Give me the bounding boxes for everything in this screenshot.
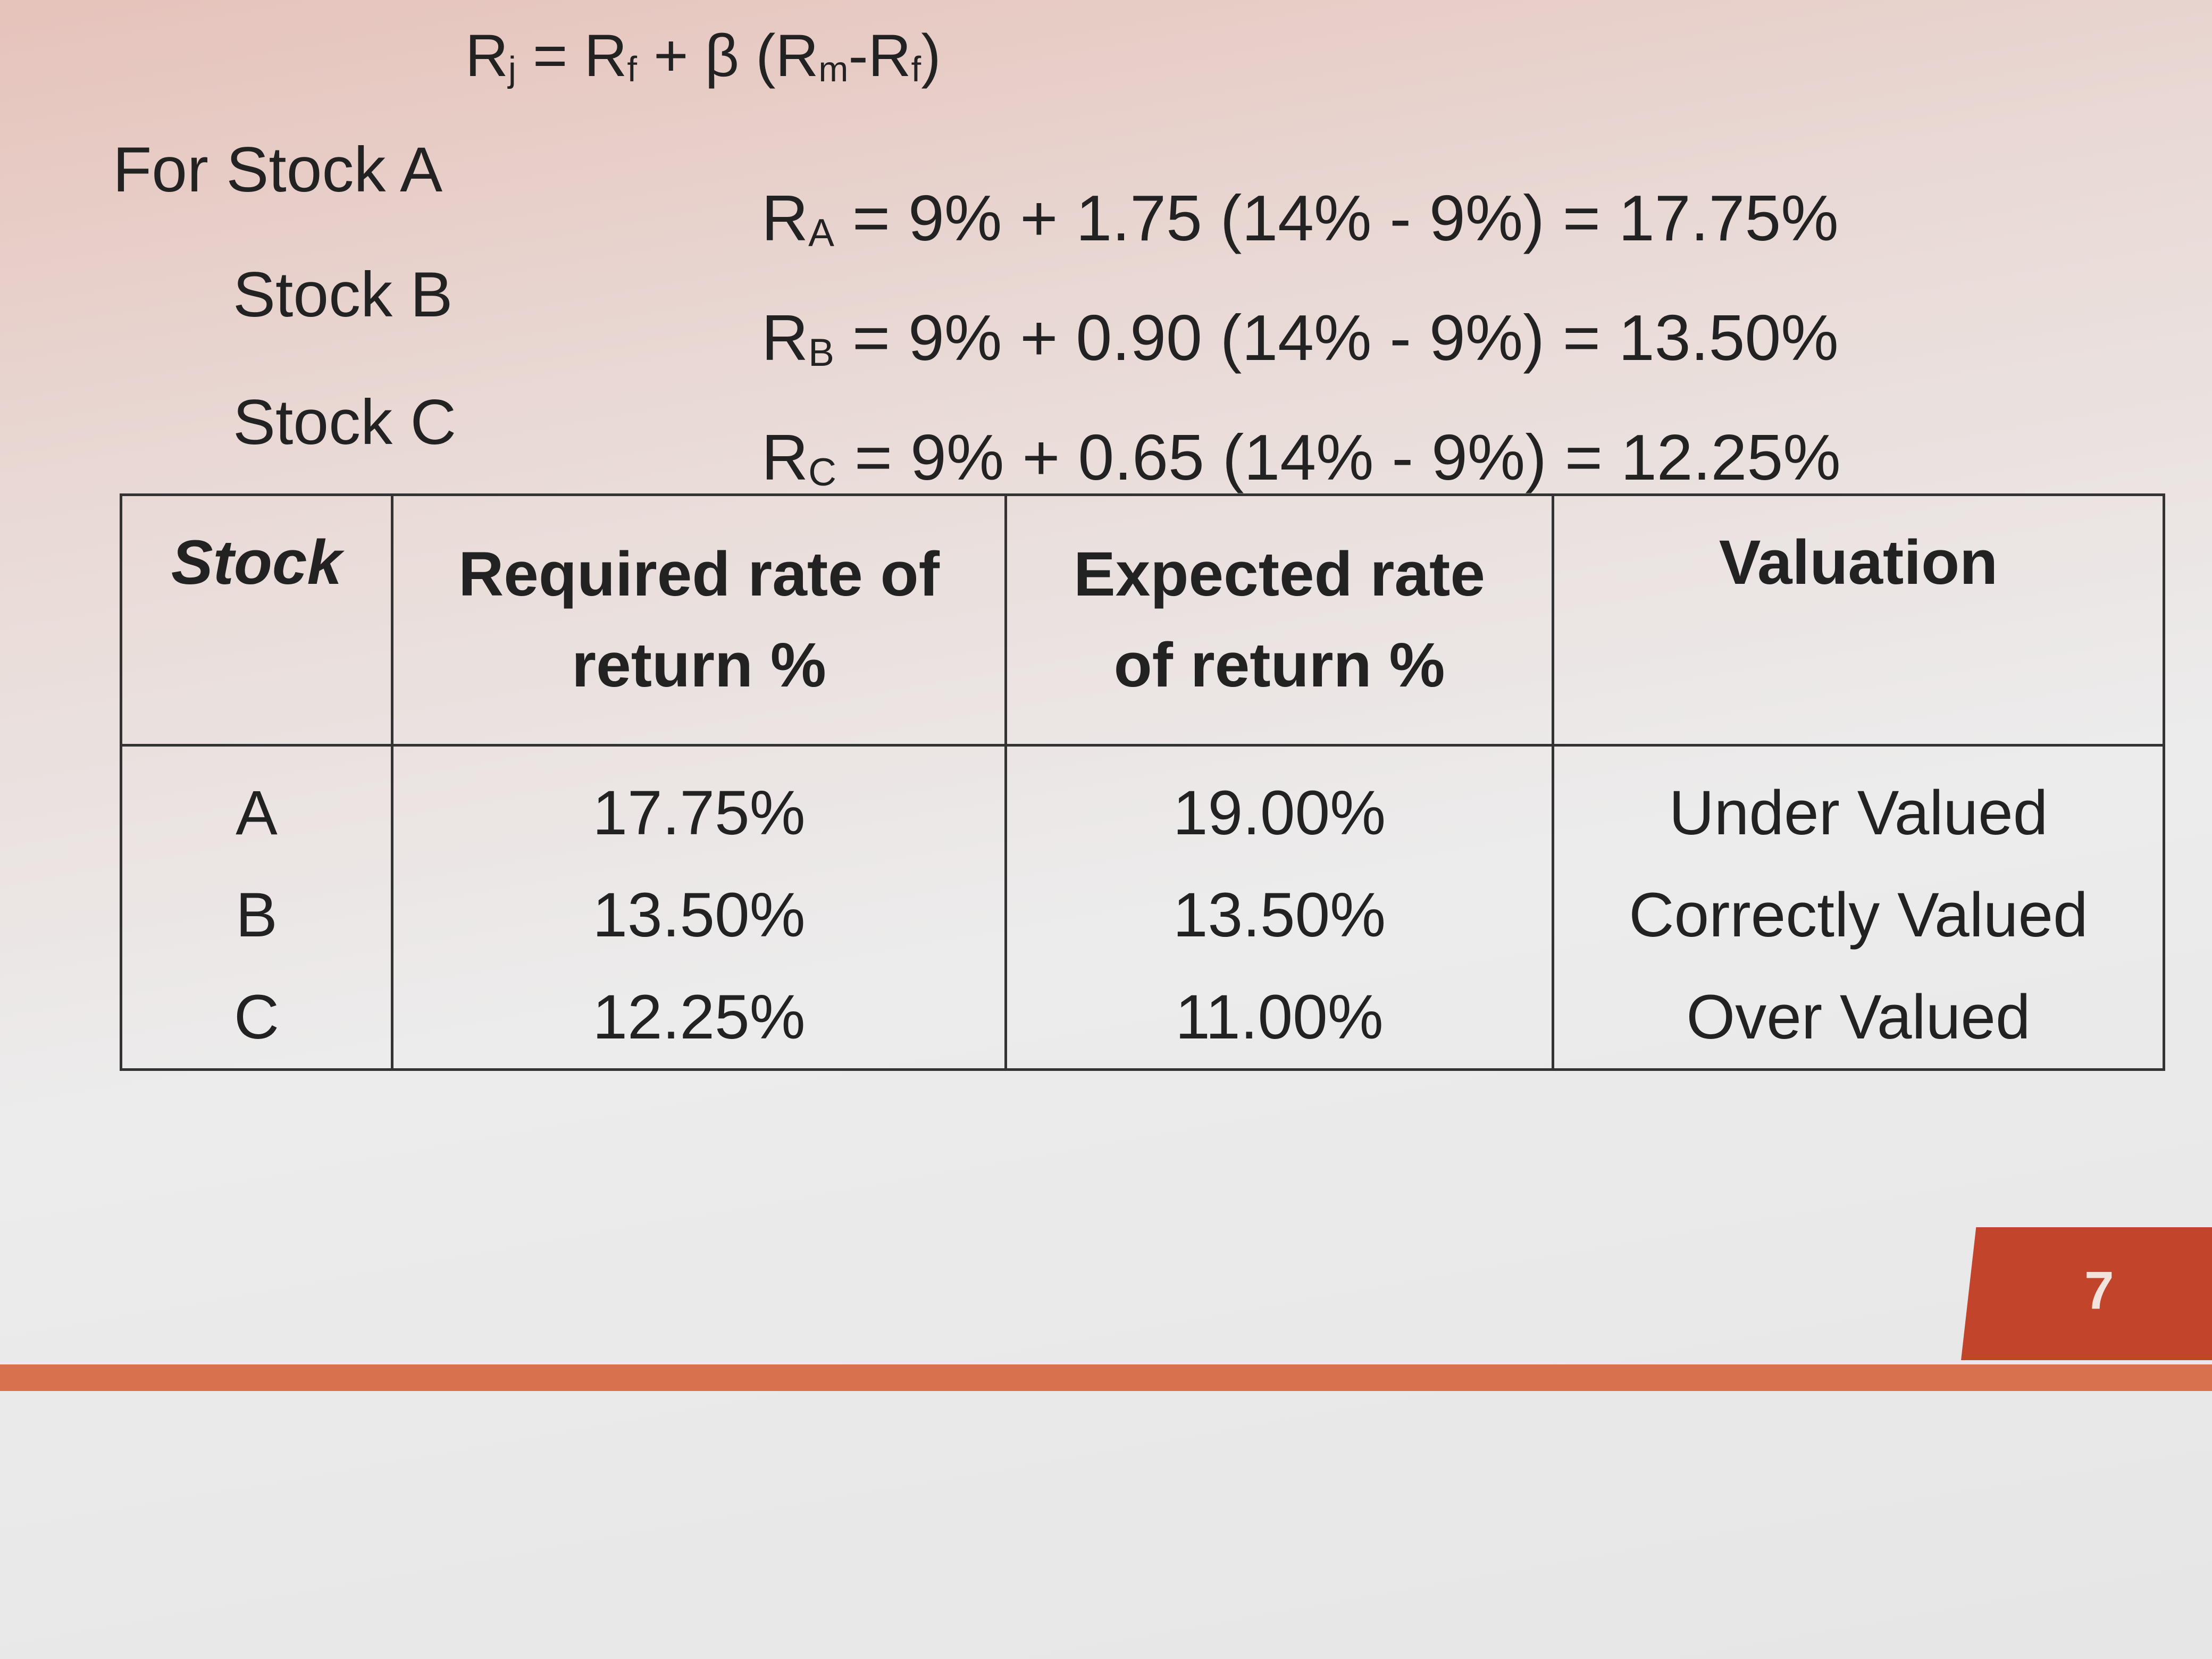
table-cell: Correctly Valued <box>1552 864 2165 966</box>
table-row: B 13.50% 13.50% Correctly Valued <box>120 864 2165 966</box>
header-cell: Required rate of return % <box>391 493 1007 747</box>
header-row: Stock Required rate of return % Expected r… <box>120 493 2165 747</box>
footer-bar <box>0 1364 2212 1391</box>
table-cell: 12.25% <box>391 966 1007 1071</box>
header-cell: Expected rate of return % <box>1004 493 1554 747</box>
table-cell: Under Valued <box>1552 744 2165 864</box>
expression: = 9% + 0.90 (14% - 9%) = 13.50% <box>852 301 1839 374</box>
table-cell: C <box>120 966 393 1071</box>
calc-label: For Stock A <box>113 134 443 205</box>
table-cell: Over Valued <box>1552 966 2165 1071</box>
formula-sub: m <box>818 49 849 90</box>
calc-label: Stock C <box>233 387 457 458</box>
formula-sub: j <box>508 49 516 90</box>
subscript: C <box>808 450 836 494</box>
formula-part: -R <box>848 22 911 89</box>
formula-part: + β (R <box>637 22 819 89</box>
symbol: R <box>761 301 809 374</box>
formula-part: = R <box>516 22 627 89</box>
table-cell: 13.50% <box>391 864 1007 966</box>
page-number: 7 <box>2084 1261 2114 1320</box>
formula-part: ) <box>921 22 941 89</box>
table-cell: 11.00% <box>1004 966 1554 1071</box>
table-cell: 19.00% <box>1004 744 1554 864</box>
symbol: R <box>761 182 809 254</box>
subscript: A <box>808 211 834 255</box>
expression: = 9% + 0.65 (14% - 9%) = 12.25% <box>854 421 1841 493</box>
page-number-box <box>1961 1227 2212 1360</box>
table-cell: A <box>120 744 393 864</box>
formula: Rj = Rf + β (Rm-Rf) <box>465 21 941 90</box>
formula-sub: f <box>911 49 921 90</box>
symbol: R <box>761 421 809 493</box>
table-cell: 17.75% <box>391 744 1007 864</box>
table-body: A 17.75% 19.00% Under Valued B 13.50% 13.50% Co… <box>120 744 2165 1071</box>
formula-part: R <box>465 22 508 89</box>
calc-equation: RC = 9% + 0.65 (14% - 9%) = 12.25% <box>761 420 1841 495</box>
calc-label: Stock B <box>233 259 453 330</box>
calc-equation: RA = 9% + 1.75 (14% - 9%) = 17.75% <box>761 181 1839 255</box>
valuation-table: Stock Required rate of return % Expected r… <box>120 493 2165 1071</box>
subscript: B <box>808 330 834 374</box>
table-row: C 12.25% 11.00% Over Valued <box>120 966 2165 1071</box>
table-cell: B <box>120 864 393 966</box>
header-cell: Stock <box>120 493 393 747</box>
expression: = 9% + 1.75 (14% - 9%) = 17.75% <box>852 182 1839 254</box>
formula-sub: f <box>627 49 638 90</box>
table-cell: 13.50% <box>1004 864 1554 966</box>
calc-equation: RB = 9% + 0.90 (14% - 9%) = 13.50% <box>761 300 1839 375</box>
table-row: A 17.75% 19.00% Under Valued <box>120 744 2165 864</box>
header-cell: Valuation <box>1552 493 2165 747</box>
